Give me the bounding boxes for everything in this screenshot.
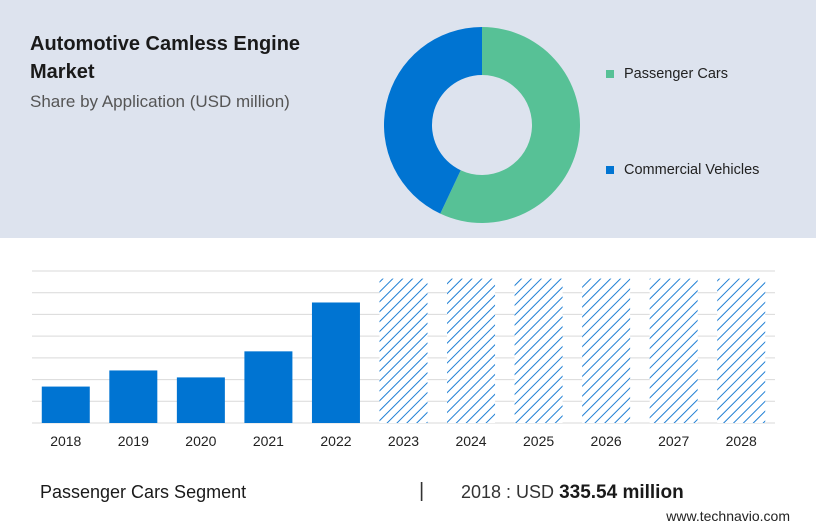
xtick-label-2019: 2019	[118, 433, 149, 449]
legend-label-passenger-cars: Passenger Cars	[624, 66, 728, 82]
donut-slice-passenger-cars	[440, 27, 580, 223]
xtick-label-2024: 2024	[455, 433, 486, 449]
xtick-label-2027: 2027	[658, 433, 689, 449]
legend-label-commercial-vehicles: Commercial Vehicles	[624, 162, 760, 178]
footer-separator: |	[419, 480, 425, 502]
legend-item-commercial-vehicles: Commercial Vehicles	[606, 162, 759, 178]
xtick-label-2028: 2028	[726, 433, 757, 449]
footer-year-prefix: 2018 : USD	[461, 482, 560, 502]
chart-subtitle: Share by Application (USD million)	[30, 92, 290, 111]
xtick-label-2026: 2026	[591, 433, 622, 449]
bar-2018	[41, 386, 90, 423]
footer-segment-label: Passenger Cars Segment	[40, 482, 247, 502]
legend-item-passenger-cars: Passenger Cars	[606, 66, 728, 82]
xtick-label-2025: 2025	[523, 433, 554, 449]
bar-forecast-2023	[379, 278, 428, 423]
bar-forecast-2028	[717, 278, 766, 423]
bar-2021	[244, 351, 293, 423]
bar-chart: 2018 2019 2020 2021 2022 2023 2024 2025 2026 2027…	[32, 270, 775, 449]
legend-swatch-commercial-vehicles	[606, 166, 614, 175]
footer-value-amount: 335.54 million	[559, 482, 684, 503]
footer-value: 2018 : USD 335.54 million	[461, 482, 684, 504]
donut-slice-commercial-vehicles	[384, 27, 482, 214]
xtick-label-2018: 2018	[50, 433, 81, 449]
bar-2019	[109, 370, 158, 423]
xtick-label-2020: 2020	[185, 433, 216, 449]
legend-swatch-passenger-cars	[606, 70, 614, 79]
top-panel: Automotive Camless Engine Market Share b…	[0, 0, 816, 238]
bar-2020	[176, 377, 225, 423]
xtick-label-2021: 2021	[253, 433, 284, 449]
chart-title: Automotive Camless Engine Market	[30, 33, 301, 83]
xtick-label-2023: 2023	[388, 433, 419, 449]
xtick-label-2022: 2022	[320, 433, 351, 449]
bar-forecast-2025	[514, 278, 563, 423]
bar-forecast-2024	[447, 278, 496, 423]
donut-chart	[384, 27, 580, 223]
bar-forecast-2026	[582, 278, 631, 423]
bar-2022	[311, 302, 360, 423]
bar-forecast-2027	[649, 278, 698, 423]
source-link[interactable]: www.technavio.com	[666, 508, 790, 524]
